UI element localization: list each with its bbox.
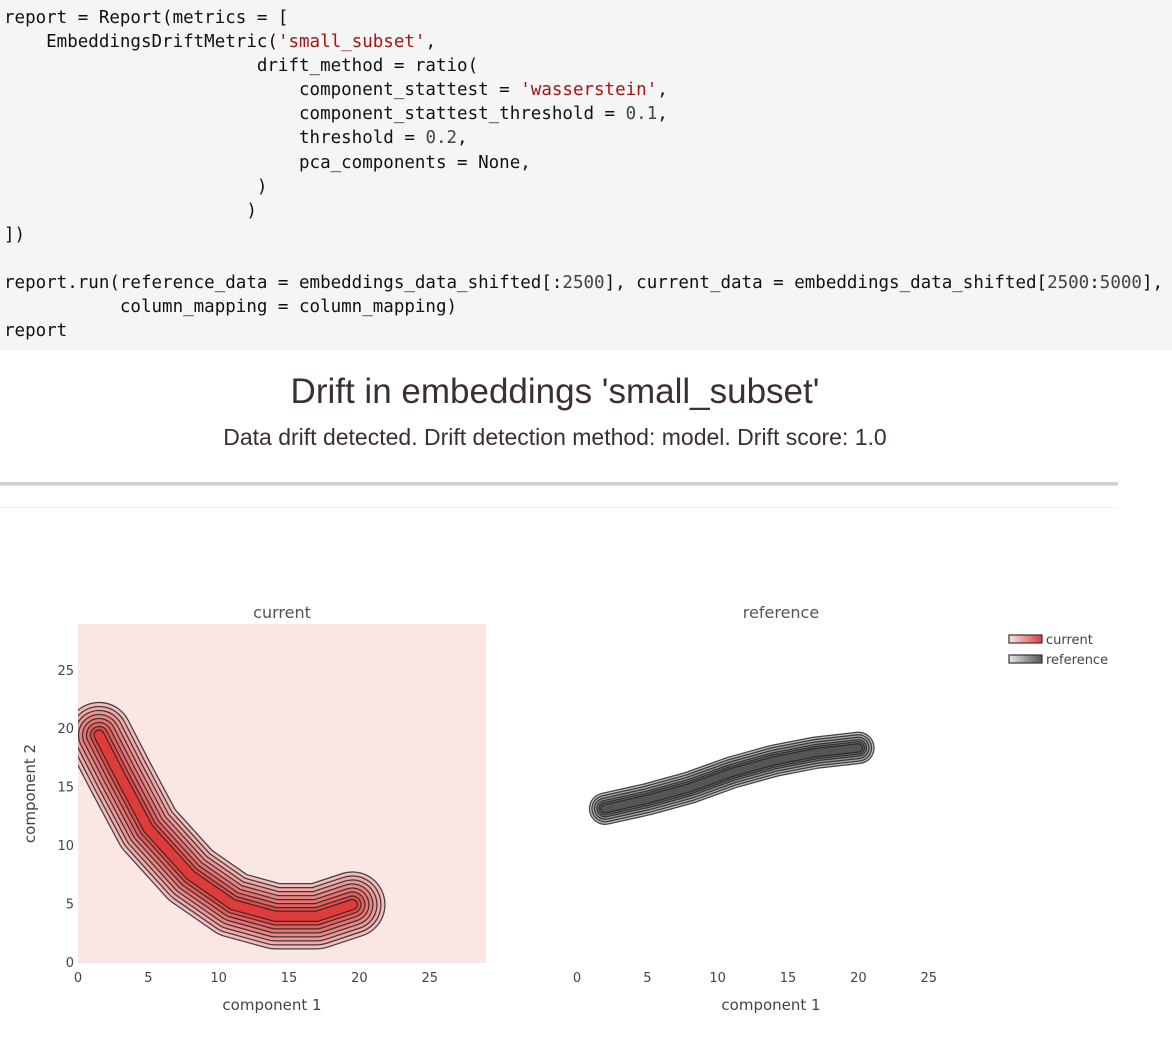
code-line: ]) — [4, 223, 1172, 247]
x-tick-label: 20 — [850, 971, 867, 986]
code-token: , — [657, 80, 668, 101]
code-token: ) — [4, 200, 257, 221]
y-tick-label: 10 — [57, 839, 74, 854]
code-line: drift_method = ratio( — [4, 54, 1172, 78]
density-contours-current — [78, 701, 386, 950]
x-tick-label: 0 — [573, 971, 581, 986]
code-token: component_stattest_threshold = — [4, 104, 626, 125]
code-token: ], current_data = embeddings_data_shifte… — [604, 273, 1048, 294]
code-line: EmbeddingsDriftMetric('small_subset', — [4, 30, 1172, 54]
code-token: ]) — [4, 224, 26, 245]
density-contours-reference — [588, 731, 875, 825]
code-line: report — [4, 319, 1172, 343]
x-tick-label: 5 — [643, 971, 651, 986]
code-line: report = Report(metrics = [ — [4, 6, 1172, 30]
code-cell[interactable]: report = Report(metrics = [ EmbeddingsDr… — [0, 0, 1172, 350]
code-token: : — [1089, 273, 1100, 294]
x-axis-label: component 1 — [222, 996, 321, 1014]
code-token: threshold = — [4, 128, 426, 149]
chart-legend[interactable]: current reference — [1008, 633, 1108, 668]
code-token: 'wasserstein' — [520, 80, 658, 101]
code-token: report = Report(metrics = [ — [4, 8, 289, 28]
x-tick-label: 5 — [144, 971, 152, 986]
code-line: ) — [4, 199, 1172, 223]
subplot-title: reference — [743, 603, 819, 622]
legend-swatch-current[interactable] — [1008, 634, 1043, 644]
y-tick-label: 25 — [57, 664, 74, 679]
contour-level — [601, 744, 862, 813]
contour-level — [94, 730, 357, 921]
y-tick-label: 20 — [57, 722, 74, 737]
section-divider — [0, 482, 1118, 486]
code-token: 0.2 — [425, 128, 458, 149]
y-tick-label: 0 — [66, 956, 74, 971]
legend-label: current — [1046, 633, 1093, 648]
code-line: threshold = 0.2, — [4, 126, 1172, 150]
x-tick-label: 15 — [780, 971, 797, 986]
code-line: component_stattest_threshold = 0.1, — [4, 102, 1172, 126]
code-token: drift_method = ratio( — [4, 56, 479, 77]
code-line: pca_components = None, — [4, 151, 1172, 175]
chart-panel-reference[interactable]: reference 0 5 10 15 20 25 component 1 — [573, 603, 985, 1014]
section-divider-light — [0, 507, 1118, 508]
code-token: 0.1 — [625, 104, 658, 125]
y-tick-label: 5 — [66, 898, 74, 913]
code-token: , — [457, 128, 468, 149]
code-token: 2500 — [1047, 273, 1090, 294]
chart-panel-current[interactable]: current 0 5 10 15 20 25 component 1 0 5 10 15 20 25 co… — [21, 603, 486, 1014]
code-line: report.run(reference_data = embeddings_d… — [4, 271, 1172, 295]
x-tick-label: 0 — [74, 971, 82, 986]
code-token: 'small_subset' — [277, 32, 426, 53]
code-token: , — [425, 32, 436, 53]
report-subtitle: Data drift detected. Drift detection met… — [223, 424, 887, 450]
code-token: EmbeddingsDriftMetric( — [4, 32, 278, 53]
code-token: report — [4, 321, 68, 342]
code-token: report.run(reference_data = embeddings_d… — [4, 273, 563, 294]
embeddings-contour-plots[interactable]: current 0 5 10 15 20 25 component 1 0 5 10 15 20 25 co… — [0, 560, 1172, 1050]
subplot-title: current — [253, 603, 311, 622]
y-tick-label: 15 — [57, 781, 74, 796]
code-line: ) — [4, 175, 1172, 199]
x-tick-label: 10 — [709, 971, 726, 986]
code-line: component_stattest = 'wasserstein', — [4, 78, 1172, 102]
x-tick-label: 25 — [421, 971, 438, 986]
code-line: column_mapping = column_mapping) — [4, 295, 1172, 319]
code-token: 5000 — [1099, 273, 1142, 294]
y-axis-label: component 2 — [21, 744, 39, 843]
code-token: 2500 — [562, 273, 605, 294]
report-title: Drift in embeddings 'small_subset' — [290, 372, 820, 411]
legend-swatch-reference[interactable] — [1008, 654, 1043, 664]
code-token: , — [657, 104, 668, 125]
x-tick-label: 10 — [210, 971, 227, 986]
code-token: ) — [4, 176, 268, 197]
code-token: pca_components = None, — [4, 152, 531, 173]
x-axis-label: component 1 — [721, 996, 820, 1014]
code-line — [4, 247, 1172, 271]
legend-label: reference — [1046, 653, 1108, 668]
code-token: component_stattest = — [4, 80, 521, 101]
code-token: ], — [1141, 273, 1164, 294]
x-tick-label: 15 — [281, 971, 298, 986]
x-tick-label: 25 — [920, 971, 937, 986]
code-token: column_mapping = column_mapping) — [4, 297, 458, 318]
x-tick-label: 20 — [351, 971, 368, 986]
